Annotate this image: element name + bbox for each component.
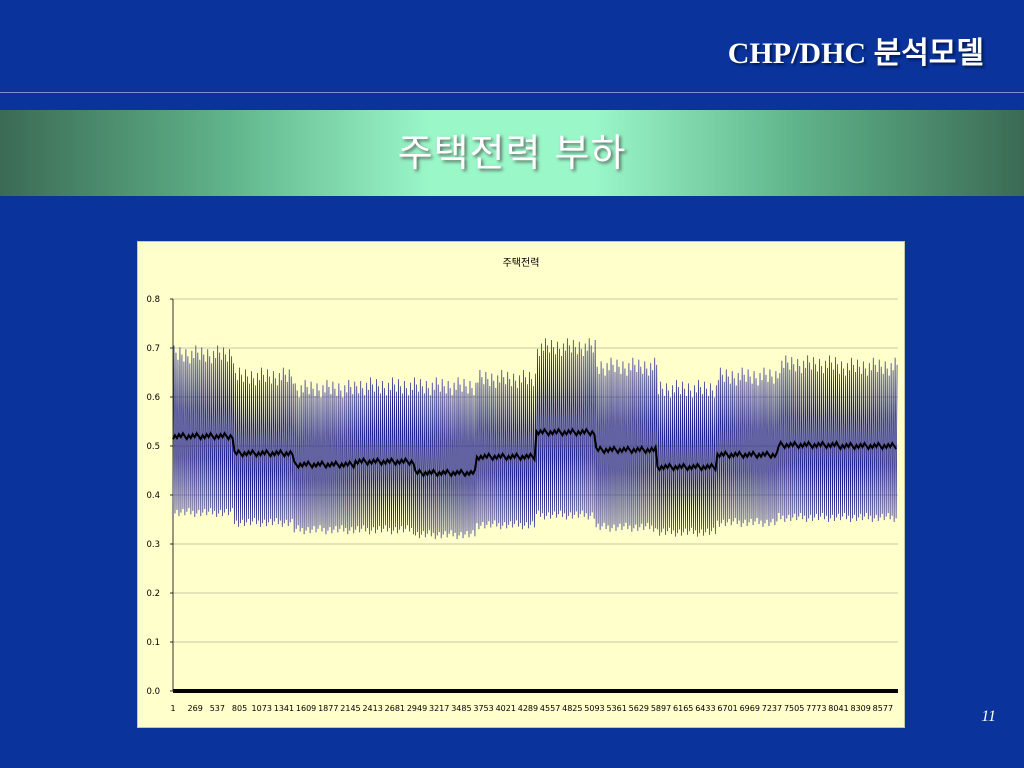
x-tick-label: 5361 [606,704,626,713]
x-tick-label: 7237 [762,704,782,713]
x-tick-label: 1 [170,704,175,713]
x-tick-label: 4021 [496,704,516,713]
slide-header-title: CHP/DHC 분석모델 [727,37,984,70]
x-tick-label: 1609 [296,704,316,713]
x-tick-label: 2949 [407,704,427,713]
x-tick-label: 1073 [252,704,272,713]
slide-number: 11 [981,708,996,725]
x-tick-label: 3753 [473,704,493,713]
chart-title: 주택전력 [503,257,540,269]
header-divider [0,92,1024,93]
x-tick-label: 4289 [518,704,538,713]
chart-area: 주택전력 0.0 0.1 0.2 0.3 0.4 0.5 0.6 0.7 0.8 1 269 537… [137,241,905,728]
x-tick-label: 8577 [873,704,893,713]
x-tick-label: 3217 [429,704,449,713]
y-tick-label: 0.1 [146,638,160,648]
x-tick-label: 5629 [629,704,649,713]
x-tick-label: 6165 [673,704,693,713]
x-tick-label: 1877 [318,704,338,713]
line-chart: 주택전력 0.0 0.1 0.2 0.3 0.4 0.5 0.6 0.7 0.8 1 269 537… [146,257,898,713]
y-tick-label: 0.6 [146,393,160,403]
y-tick-label: 0.4 [146,491,160,501]
x-tick-label: 5093 [584,704,604,713]
x-tick-label: 269 [188,704,203,713]
x-tick-label: 4557 [540,704,560,713]
x-tick-label: 3485 [451,704,471,713]
y-tick-label: 0.0 [146,687,160,697]
x-tick-label: 8041 [828,704,848,713]
x-tick-label: 2145 [340,704,360,713]
x-tick-label: 537 [210,704,225,713]
x-tick-label: 6433 [695,704,715,713]
slide-title: 주택전력 부하 [397,131,627,175]
x-tick-label: 6701 [717,704,737,713]
y-tick-label: 0.7 [146,344,160,354]
x-tick-label: 805 [232,704,247,713]
x-tick-label: 2413 [362,704,382,713]
x-tick-label: 5897 [651,704,671,713]
title-banner [0,110,1024,196]
x-tick-label: 7505 [784,704,804,713]
y-tick-label: 0.5 [146,442,160,452]
x-tick-label: 6969 [740,704,760,713]
x-tick-label: 1341 [274,704,294,713]
x-tick-label: 4825 [562,704,582,713]
y-tick-label: 0.3 [146,540,160,550]
x-tick-label: 8309 [850,704,870,713]
y-tick-label: 0.2 [146,589,160,599]
x-tick-label: 7773 [806,704,826,713]
x-tick-label: 2681 [385,704,405,713]
series-daily-average [172,427,897,478]
y-tick-label: 0.8 [146,295,160,305]
